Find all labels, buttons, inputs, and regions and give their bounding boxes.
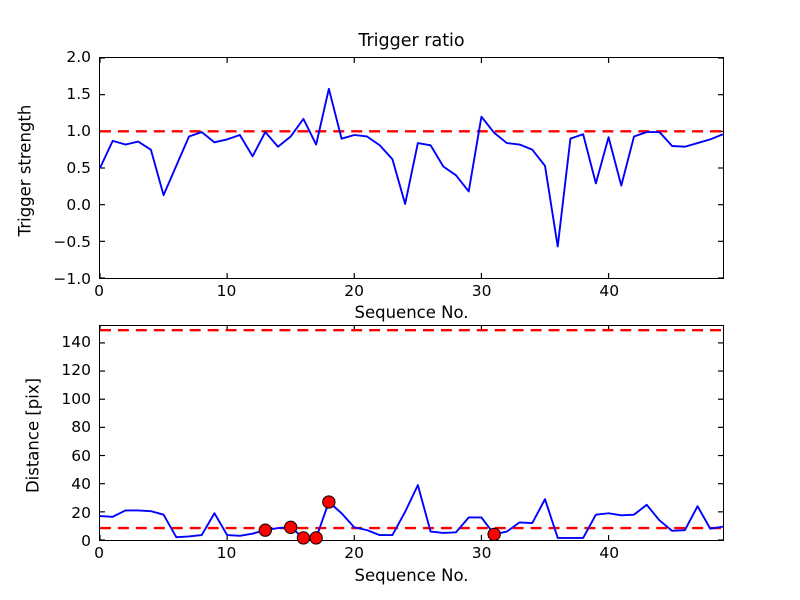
y-tick-label: 40 [71,475,91,494]
y-tick-label: 20 [71,503,91,522]
chart-title-trigger-ratio: Trigger ratio [358,31,465,51]
data-point-marker[interactable] [285,521,297,533]
y-tick-label: 1.5 [66,85,91,103]
y-tick-label: −1.0 [53,270,91,288]
data-series-line [99,484,724,539]
x-tick-label: 30 [471,544,492,562]
y-tick-label: 120 [61,361,91,380]
y-tick-label: 80 [71,418,91,437]
data-point-marker[interactable] [310,532,322,544]
x-tick-label: 20 [344,282,364,300]
y-tick-label: −0.5 [53,233,91,251]
y-tick-label: 0 [81,532,91,550]
data-point-marker[interactable] [297,532,309,544]
y-tick-label: 100 [61,389,91,408]
y-tick-label: 2.0 [66,48,91,66]
x-tick-label: 30 [471,282,492,300]
x-tick-label: 0 [94,282,104,300]
x-tick-labels-bottom: 0 10 20 30 40 [94,544,724,566]
distance-plot-svg [99,326,724,540]
y-tick-label: 60 [71,446,91,465]
x-tick-label: 40 [599,544,620,562]
data-point-marker[interactable] [259,524,271,536]
x-tick-label: 40 [599,282,620,300]
data-point-marker[interactable] [323,496,335,508]
x-axis-title-top: Sequence No. [354,303,469,322]
y-tick-label: 140 [61,333,91,352]
y-tick-labels-top: −1.0 −0.5 0.0 0.5 1.0 1.5 2.0 [7,48,91,288]
plot-area-distance [99,325,724,541]
y-tick-label: 0.5 [66,159,91,177]
x-tick-labels-top: 0 10 20 30 40 [94,282,724,304]
x-tick-label: 20 [344,544,364,562]
data-series-line [99,87,724,248]
y-tick-label: 0.0 [66,196,91,214]
plot-area-trigger-ratio [99,57,724,279]
x-axis-title-bottom: Sequence No. [354,566,469,585]
x-tick-label: 10 [216,544,237,562]
trigger-ratio-plot-svg [99,57,724,279]
x-tick-label: 0 [94,544,104,562]
data-point-marker[interactable] [488,528,500,540]
x-tick-label: 10 [216,282,237,300]
y-tick-label: 1.0 [66,122,91,140]
y-tick-labels-bottom: 0 20 40 60 80 100 120 140 [7,325,91,550]
